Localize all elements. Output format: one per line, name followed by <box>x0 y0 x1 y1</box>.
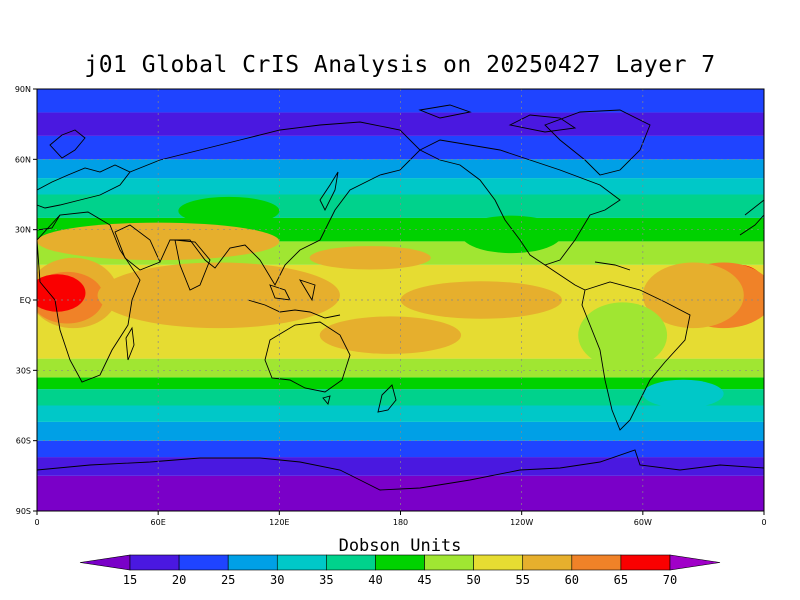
colorbar-level-label: 40 <box>368 573 382 587</box>
coastlines <box>37 104 764 491</box>
colorbar-swatch <box>620 554 671 571</box>
lat-tick-label: 90S <box>16 507 31 516</box>
lon-tick-label: 180 <box>393 518 408 527</box>
lat-tick-label: 30S <box>16 366 31 375</box>
colorbar-swatch <box>178 554 229 571</box>
colorbar-level-label: 55 <box>516 573 530 587</box>
colorbar-low-arrow <box>79 554 131 571</box>
chart-title: j01 Global CrIS Analysis on 20250427 Lay… <box>84 52 716 78</box>
lat-tick-label: 60N <box>15 155 31 164</box>
colorbar-swatch <box>375 554 425 571</box>
lon-tick-label: 60W <box>634 518 652 527</box>
anomaly-11 <box>461 215 563 254</box>
colorbar-high-arrow <box>669 554 721 571</box>
colorbar-swatch <box>571 554 622 571</box>
colorbar-level-label: 50 <box>466 573 480 587</box>
band-7 <box>37 358 764 378</box>
graticule <box>37 89 764 511</box>
colorbar-swatch <box>424 554 474 571</box>
colorbar-swatch <box>522 554 573 571</box>
lat-tick-label: 30N <box>15 226 31 235</box>
colorbar-swatch <box>227 554 278 571</box>
colorbar-level-label: 30 <box>270 573 284 587</box>
band-5 <box>37 389 764 406</box>
lon-tick-label: 0 <box>34 518 39 527</box>
lon-tick-label: 0 <box>761 518 766 527</box>
colorbar-level-label: 25 <box>221 573 235 587</box>
anomaly-13 <box>319 316 462 354</box>
band-16 <box>37 89 764 113</box>
colorbar-level-label: 15 <box>123 573 137 587</box>
lon-tick-label: 60E <box>151 518 166 527</box>
anomaly-14 <box>642 379 724 408</box>
band-0 <box>37 475 764 511</box>
lat-tick-label: 60S <box>16 437 31 446</box>
colorbar-level-label: 70 <box>663 573 677 587</box>
colorbar: 15 20 25 30 35 40 45 50 55 60 65 70 <box>79 554 721 587</box>
anomaly-2 <box>37 274 86 312</box>
anomaly-5 <box>642 262 744 329</box>
band-14 <box>37 135 764 160</box>
colorbar-swatch <box>129 554 180 571</box>
lon-tick-label: 120E <box>269 518 289 527</box>
band-15 <box>37 112 764 136</box>
colorbar-swatch <box>326 554 376 571</box>
colorbar-level-label: 20 <box>172 573 186 587</box>
lon-tick-label: 120W <box>510 518 533 527</box>
colorbar-level-label: 60 <box>565 573 579 587</box>
colorbar-swatch <box>473 554 524 571</box>
lat-tick-label: EQ <box>20 296 31 305</box>
anomaly-9 <box>37 222 280 261</box>
anomaly-10 <box>178 196 280 225</box>
band-2 <box>37 440 764 458</box>
band-1 <box>37 457 764 476</box>
colorbar-swatch <box>276 554 327 571</box>
lat-tick-label: 90N <box>15 85 31 94</box>
colorbar-level-label: 35 <box>319 573 333 587</box>
colorbar-level-label: 65 <box>614 573 628 587</box>
anomaly-12 <box>578 302 668 368</box>
colorbar-title: Dobson Units <box>338 536 462 556</box>
colorbar-level-label: 45 <box>417 573 431 587</box>
anomaly-7 <box>309 246 431 270</box>
